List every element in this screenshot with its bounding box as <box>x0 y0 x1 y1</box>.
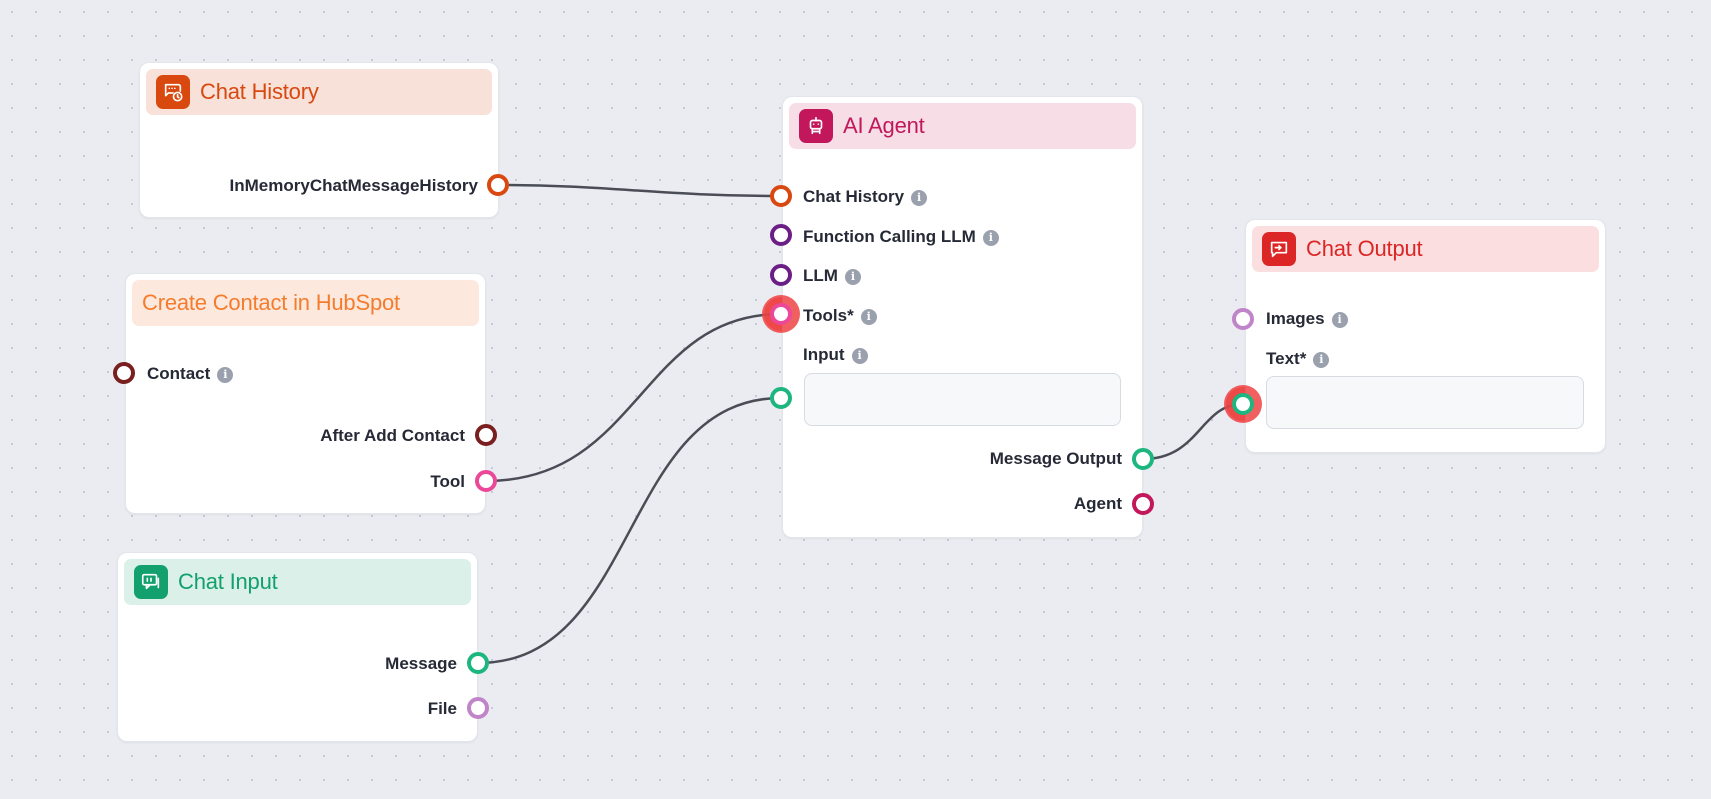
edge-message-to-agent-input[interactable] <box>477 396 782 665</box>
port-contact-input[interactable] <box>113 362 135 384</box>
ai-agent-node[interactable]: AI Agent Chat History i Function Calling … <box>782 96 1143 538</box>
output-label-after-add-contact: After Add Contact <box>320 426 465 445</box>
input-label-images: Images i <box>1266 308 1348 330</box>
port-llm-input[interactable] <box>770 264 792 286</box>
port-text-input[interactable] <box>1226 387 1260 421</box>
input-label-text: Text* i <box>1266 348 1330 370</box>
input-label-text: Input <box>803 345 845 364</box>
info-icon[interactable]: i <box>1331 311 1348 328</box>
chat-input-icon <box>134 565 168 599</box>
hubspot-header[interactable]: Create Contact in HubSpot <box>132 280 479 326</box>
input-label-function-calling-llm: Function Calling LLM i <box>803 226 999 248</box>
chat-history-header[interactable]: Chat History <box>146 69 492 115</box>
agent-input-field[interactable] <box>804 373 1121 426</box>
text-label-text: Text* <box>1266 349 1307 368</box>
port-agent-output[interactable] <box>1132 493 1154 515</box>
chat-history-icon <box>156 75 190 109</box>
port-message-output-output[interactable] <box>1132 448 1154 470</box>
port-chat-history-input[interactable] <box>770 185 792 207</box>
info-icon[interactable]: i <box>982 229 999 246</box>
info-icon[interactable]: i <box>860 308 877 325</box>
robot-icon <box>799 109 833 143</box>
info-icon[interactable]: i <box>844 268 861 285</box>
port-after-add-contact-output[interactable] <box>475 424 497 446</box>
hubspot-node[interactable]: Create Contact in HubSpot Contact i After… <box>125 273 486 514</box>
tools-label-text: Tools* <box>803 306 854 325</box>
output-label-message: Message <box>385 654 457 673</box>
images-label-text: Images <box>1266 309 1325 328</box>
port-tool-output[interactable] <box>475 470 497 492</box>
node-title: Chat Output <box>1306 236 1423 261</box>
input-label-llm: LLM i <box>803 265 861 287</box>
chat-output-icon <box>1262 232 1296 266</box>
output-label-message-output: Message Output <box>989 449 1122 468</box>
info-icon[interactable]: i <box>1313 351 1330 368</box>
function-calling-llm-label-text: Function Calling LLM <box>803 227 976 246</box>
port-inmemory-history-output[interactable] <box>487 174 509 196</box>
chat-input-node[interactable]: Chat Input Message File <box>117 552 478 742</box>
input-label-tools: Tools* i <box>803 305 877 327</box>
output-label-file: File <box>427 699 457 718</box>
info-icon[interactable]: i <box>851 347 868 364</box>
port-message-output[interactable] <box>467 652 489 674</box>
contact-label-text: Contact <box>147 364 211 383</box>
node-title: Create Contact in HubSpot <box>142 290 400 315</box>
input-label-chat-history: Chat History i <box>803 186 928 208</box>
port-tools-input[interactable] <box>764 297 798 331</box>
chat-history-label-text: Chat History <box>803 187 905 206</box>
info-icon[interactable]: i <box>217 366 234 383</box>
port-file-output[interactable] <box>467 697 489 719</box>
edge-chat-history-to-agent[interactable] <box>497 183 782 198</box>
chat-output-text-field[interactable] <box>1266 376 1584 429</box>
ai-agent-header[interactable]: AI Agent <box>789 103 1136 149</box>
chat-output-node[interactable]: Chat Output Images i Text* i <box>1245 219 1606 453</box>
port-images-input[interactable] <box>1232 308 1254 330</box>
node-title: Chat History <box>200 79 319 104</box>
edge-message-output-to-chat-output[interactable] <box>1142 402 1244 461</box>
output-label-agent: Agent <box>1073 494 1122 513</box>
chat-output-header[interactable]: Chat Output <box>1252 226 1599 272</box>
chat-history-node[interactable]: Chat History InMemoryChatMessageHistory <box>139 62 499 218</box>
node-title: AI Agent <box>843 113 925 138</box>
input-label-input: Input i <box>803 344 868 366</box>
info-icon[interactable]: i <box>911 189 928 206</box>
edge-tool-to-agent-tools[interactable] <box>485 312 782 483</box>
llm-label-text: LLM <box>803 266 838 285</box>
input-label-contact: Contact i <box>147 363 234 385</box>
port-function-calling-llm-input[interactable] <box>770 224 792 246</box>
port-input-input[interactable] <box>770 387 792 409</box>
output-label-tool: Tool <box>430 472 465 491</box>
output-label-inmemory: InMemoryChatMessageHistory <box>229 176 478 195</box>
node-title: Chat Input <box>178 569 278 594</box>
chat-input-header[interactable]: Chat Input <box>124 559 471 605</box>
